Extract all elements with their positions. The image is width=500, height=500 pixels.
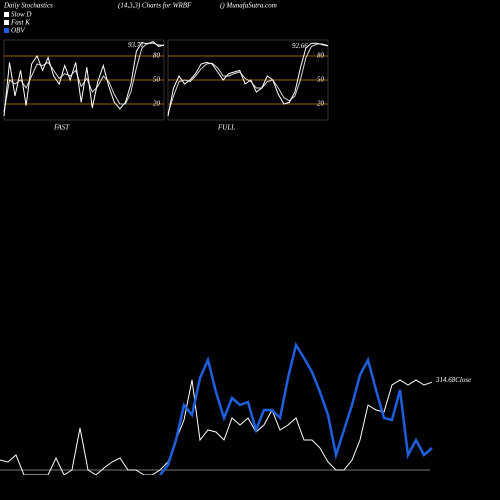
series-name: Close bbox=[455, 376, 471, 384]
level-label: 80 bbox=[317, 52, 325, 60]
header-subtitle: (14,3,3) Charts for WRBF bbox=[118, 2, 192, 10]
legend-swatch bbox=[4, 28, 9, 33]
panel-title: FULL bbox=[217, 124, 235, 132]
series-line bbox=[159, 341, 433, 475]
level-label: 50 bbox=[153, 76, 161, 84]
last-value: 92.66 bbox=[292, 41, 308, 49]
plot-area bbox=[0, 341, 433, 475]
panel-title: FAST bbox=[53, 124, 70, 132]
legend-entry: Fast K bbox=[10, 19, 30, 27]
level-label: 20 bbox=[153, 100, 161, 108]
level-label: 20 bbox=[317, 100, 325, 108]
legend-swatch bbox=[4, 12, 9, 17]
last-value-label: 92.66 bbox=[292, 41, 308, 49]
series-line bbox=[167, 42, 329, 117]
header-title: Daily Stochastics bbox=[3, 2, 53, 10]
series-line bbox=[3, 41, 165, 117]
last-value: 314.68 bbox=[435, 376, 456, 384]
legend-entry: Slow D bbox=[11, 11, 31, 19]
header-site: () MunafaSutra.com bbox=[220, 2, 277, 10]
series-line bbox=[0, 379, 433, 475]
last-value-label: 93.71 bbox=[128, 41, 144, 49]
level-label: 80 bbox=[153, 52, 161, 60]
last-value: 93.71 bbox=[128, 41, 144, 49]
series-line bbox=[167, 43, 329, 114]
last-value-label: 314.68Close bbox=[435, 376, 471, 384]
series-line bbox=[3, 42, 165, 113]
legend-entry: OBV bbox=[11, 27, 25, 35]
level-label: 50 bbox=[317, 76, 325, 84]
legend-swatch bbox=[4, 20, 9, 25]
